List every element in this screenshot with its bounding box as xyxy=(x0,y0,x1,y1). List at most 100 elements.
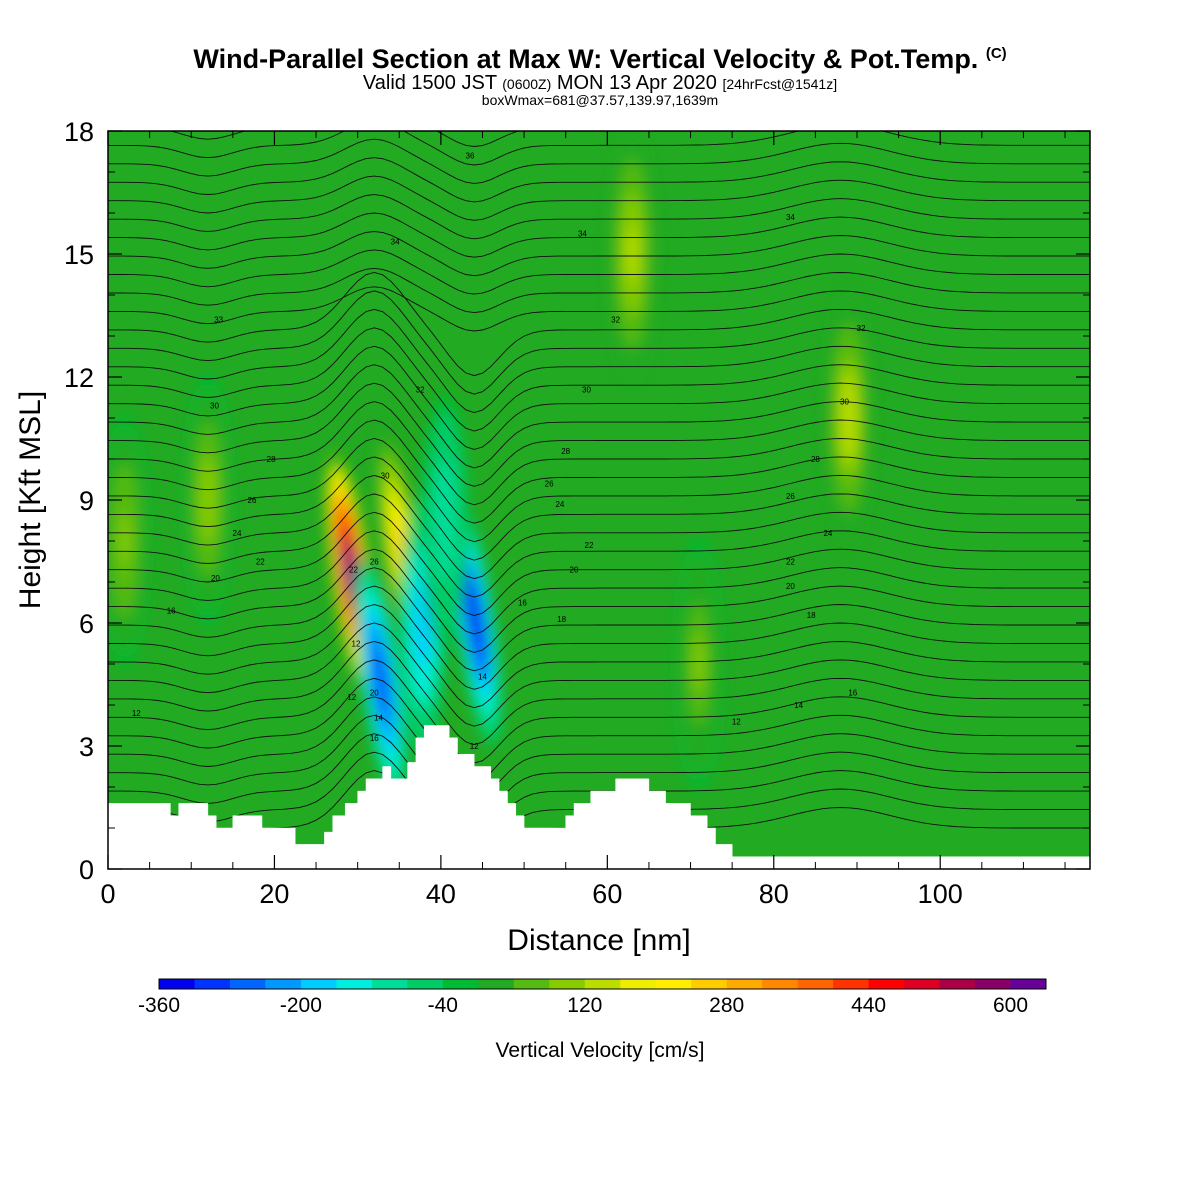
x-axis-label: Distance [nm] xyxy=(507,924,690,957)
theta-contour-12 xyxy=(108,548,1090,653)
contour-label-text: 16 xyxy=(167,607,176,616)
contour-label-text: 34 xyxy=(391,238,400,247)
copyright-mark: (C) xyxy=(985,45,1007,62)
velocity-cell-7-7 xyxy=(627,225,638,283)
contour-label-9: 30 xyxy=(381,471,390,480)
contour-label-37: 24 xyxy=(823,529,832,538)
contour-label-text: 16 xyxy=(518,599,527,608)
x-tick-label: 0 xyxy=(100,879,115,909)
contour-label-4: 22 xyxy=(256,558,265,567)
contour-label-text: 22 xyxy=(786,558,795,567)
plot-area: 12 16 20 24 22 26 28 30 33 30 26 22 12 12 20 14 16 32 34 36… xyxy=(108,131,1090,869)
colorbar-swatch-21 xyxy=(904,979,941,989)
theta-contour-8 xyxy=(108,622,1090,727)
y-tick-label: 3 xyxy=(79,732,94,762)
contour-label-text: 26 xyxy=(248,496,257,505)
theta-contour-6 xyxy=(108,659,1090,764)
y-tick-label: 0 xyxy=(79,855,94,885)
colorbar-swatch-1 xyxy=(194,979,231,989)
contour-label-1: 16 xyxy=(167,607,176,616)
contour-label-15: 14 xyxy=(374,713,383,722)
contour-label-text: 14 xyxy=(794,701,803,710)
theta-contour-11 xyxy=(108,567,1090,672)
theta-contour-27 xyxy=(108,272,1090,377)
colorbar-tick-label: 120 xyxy=(567,994,602,1017)
theta-contour-30 xyxy=(108,249,1090,295)
contour-label-34: 30 xyxy=(840,398,849,407)
forecast-tag: [24hrFcst@1541z] xyxy=(722,76,838,92)
contour-label-text: 28 xyxy=(267,455,276,464)
colorbar-swatch-19 xyxy=(833,979,870,989)
contour-label-text: 20 xyxy=(570,566,579,575)
contour-label-text: 33 xyxy=(214,316,223,325)
contour-label-33: 32 xyxy=(857,324,866,333)
contour-label-12: 12 xyxy=(352,640,361,649)
x-tick-label: 60 xyxy=(592,879,622,909)
contour-label-28: 16 xyxy=(518,599,527,608)
theta-contour-13 xyxy=(108,530,1090,635)
theta-contour-24 xyxy=(108,327,1090,432)
theta-contour-36 xyxy=(108,138,1090,184)
theta-contour-23 xyxy=(108,345,1090,450)
contour-label-text: 14 xyxy=(478,672,487,681)
contour-label-text: 30 xyxy=(582,385,591,394)
contour-label-35: 28 xyxy=(811,455,820,464)
velocity-cell-5-7 xyxy=(439,491,451,550)
x-tick-label: 40 xyxy=(426,879,456,909)
contour-label-40: 18 xyxy=(807,611,816,620)
contour-label-text: 20 xyxy=(211,574,220,583)
contour-label-3: 24 xyxy=(233,529,242,538)
theta-contour-35 xyxy=(108,157,1090,203)
contour-label-text: 24 xyxy=(823,529,832,538)
contour-label-text: 26 xyxy=(370,558,379,567)
theta-contour-3 xyxy=(108,714,1090,819)
contour-label-text: 28 xyxy=(811,455,820,464)
y-tick-label: 12 xyxy=(64,363,94,393)
colorbar-swatch-14 xyxy=(655,979,692,989)
colorbar-swatch-11 xyxy=(549,979,586,989)
terrain-mask xyxy=(108,725,1090,869)
colorbar-swatch-22 xyxy=(939,979,976,989)
contour-label-5: 26 xyxy=(248,496,257,505)
contour-label-text: 12 xyxy=(352,640,361,649)
contour-label-21: 32 xyxy=(611,316,620,325)
contour-label-text: 32 xyxy=(857,324,866,333)
velocity-cell-6-7 xyxy=(843,389,854,447)
contour-label-24: 26 xyxy=(545,480,554,489)
chart-title: Wind-Parallel Section at Max W: Vertical… xyxy=(0,44,1200,75)
theta-contour-9 xyxy=(108,604,1090,709)
contour-label-27: 20 xyxy=(570,566,579,575)
contour-label-41: 16 xyxy=(848,689,857,698)
theta-contour-28 xyxy=(108,286,1090,332)
contour-label-39: 20 xyxy=(786,582,795,591)
contour-label-text: 16 xyxy=(370,734,379,743)
velocity-cell-0-7 xyxy=(345,546,357,602)
colorbar-tick-label: -360 xyxy=(138,994,180,1017)
contour-label-25: 24 xyxy=(555,500,564,509)
y-tick-label: 18 xyxy=(64,117,94,147)
contour-label-text: 30 xyxy=(840,398,849,407)
contour-label-text: 30 xyxy=(381,471,390,480)
colorbar-tick-label: -40 xyxy=(428,994,458,1017)
contour-label-42: 14 xyxy=(794,701,803,710)
colorbar-swatch-0 xyxy=(159,979,195,989)
contour-label-text: 12 xyxy=(132,709,141,718)
contour-label-16: 16 xyxy=(370,734,379,743)
x-tick-label: 100 xyxy=(918,879,963,909)
colorbar-swatch-3 xyxy=(265,979,302,989)
colorbar-swatch-23 xyxy=(975,979,1012,989)
colorbar-swatch-6 xyxy=(371,979,408,989)
velocity-cell-9-7 xyxy=(119,512,130,570)
contour-label-38: 22 xyxy=(786,558,795,567)
box-wmax-info: boxWmax=681@37.57,139.97,1639m xyxy=(481,92,719,108)
theta-contour-25 xyxy=(108,308,1090,413)
colorbar-swatch-24 xyxy=(1010,979,1047,989)
contour-label-text: 12 xyxy=(732,717,741,726)
y-tick-label: 6 xyxy=(79,609,94,639)
contour-label-text: 20 xyxy=(786,582,795,591)
colorbar-swatch-18 xyxy=(797,979,834,989)
theta-contour-10 xyxy=(108,585,1090,690)
colorbar-swatch-2 xyxy=(229,979,266,989)
